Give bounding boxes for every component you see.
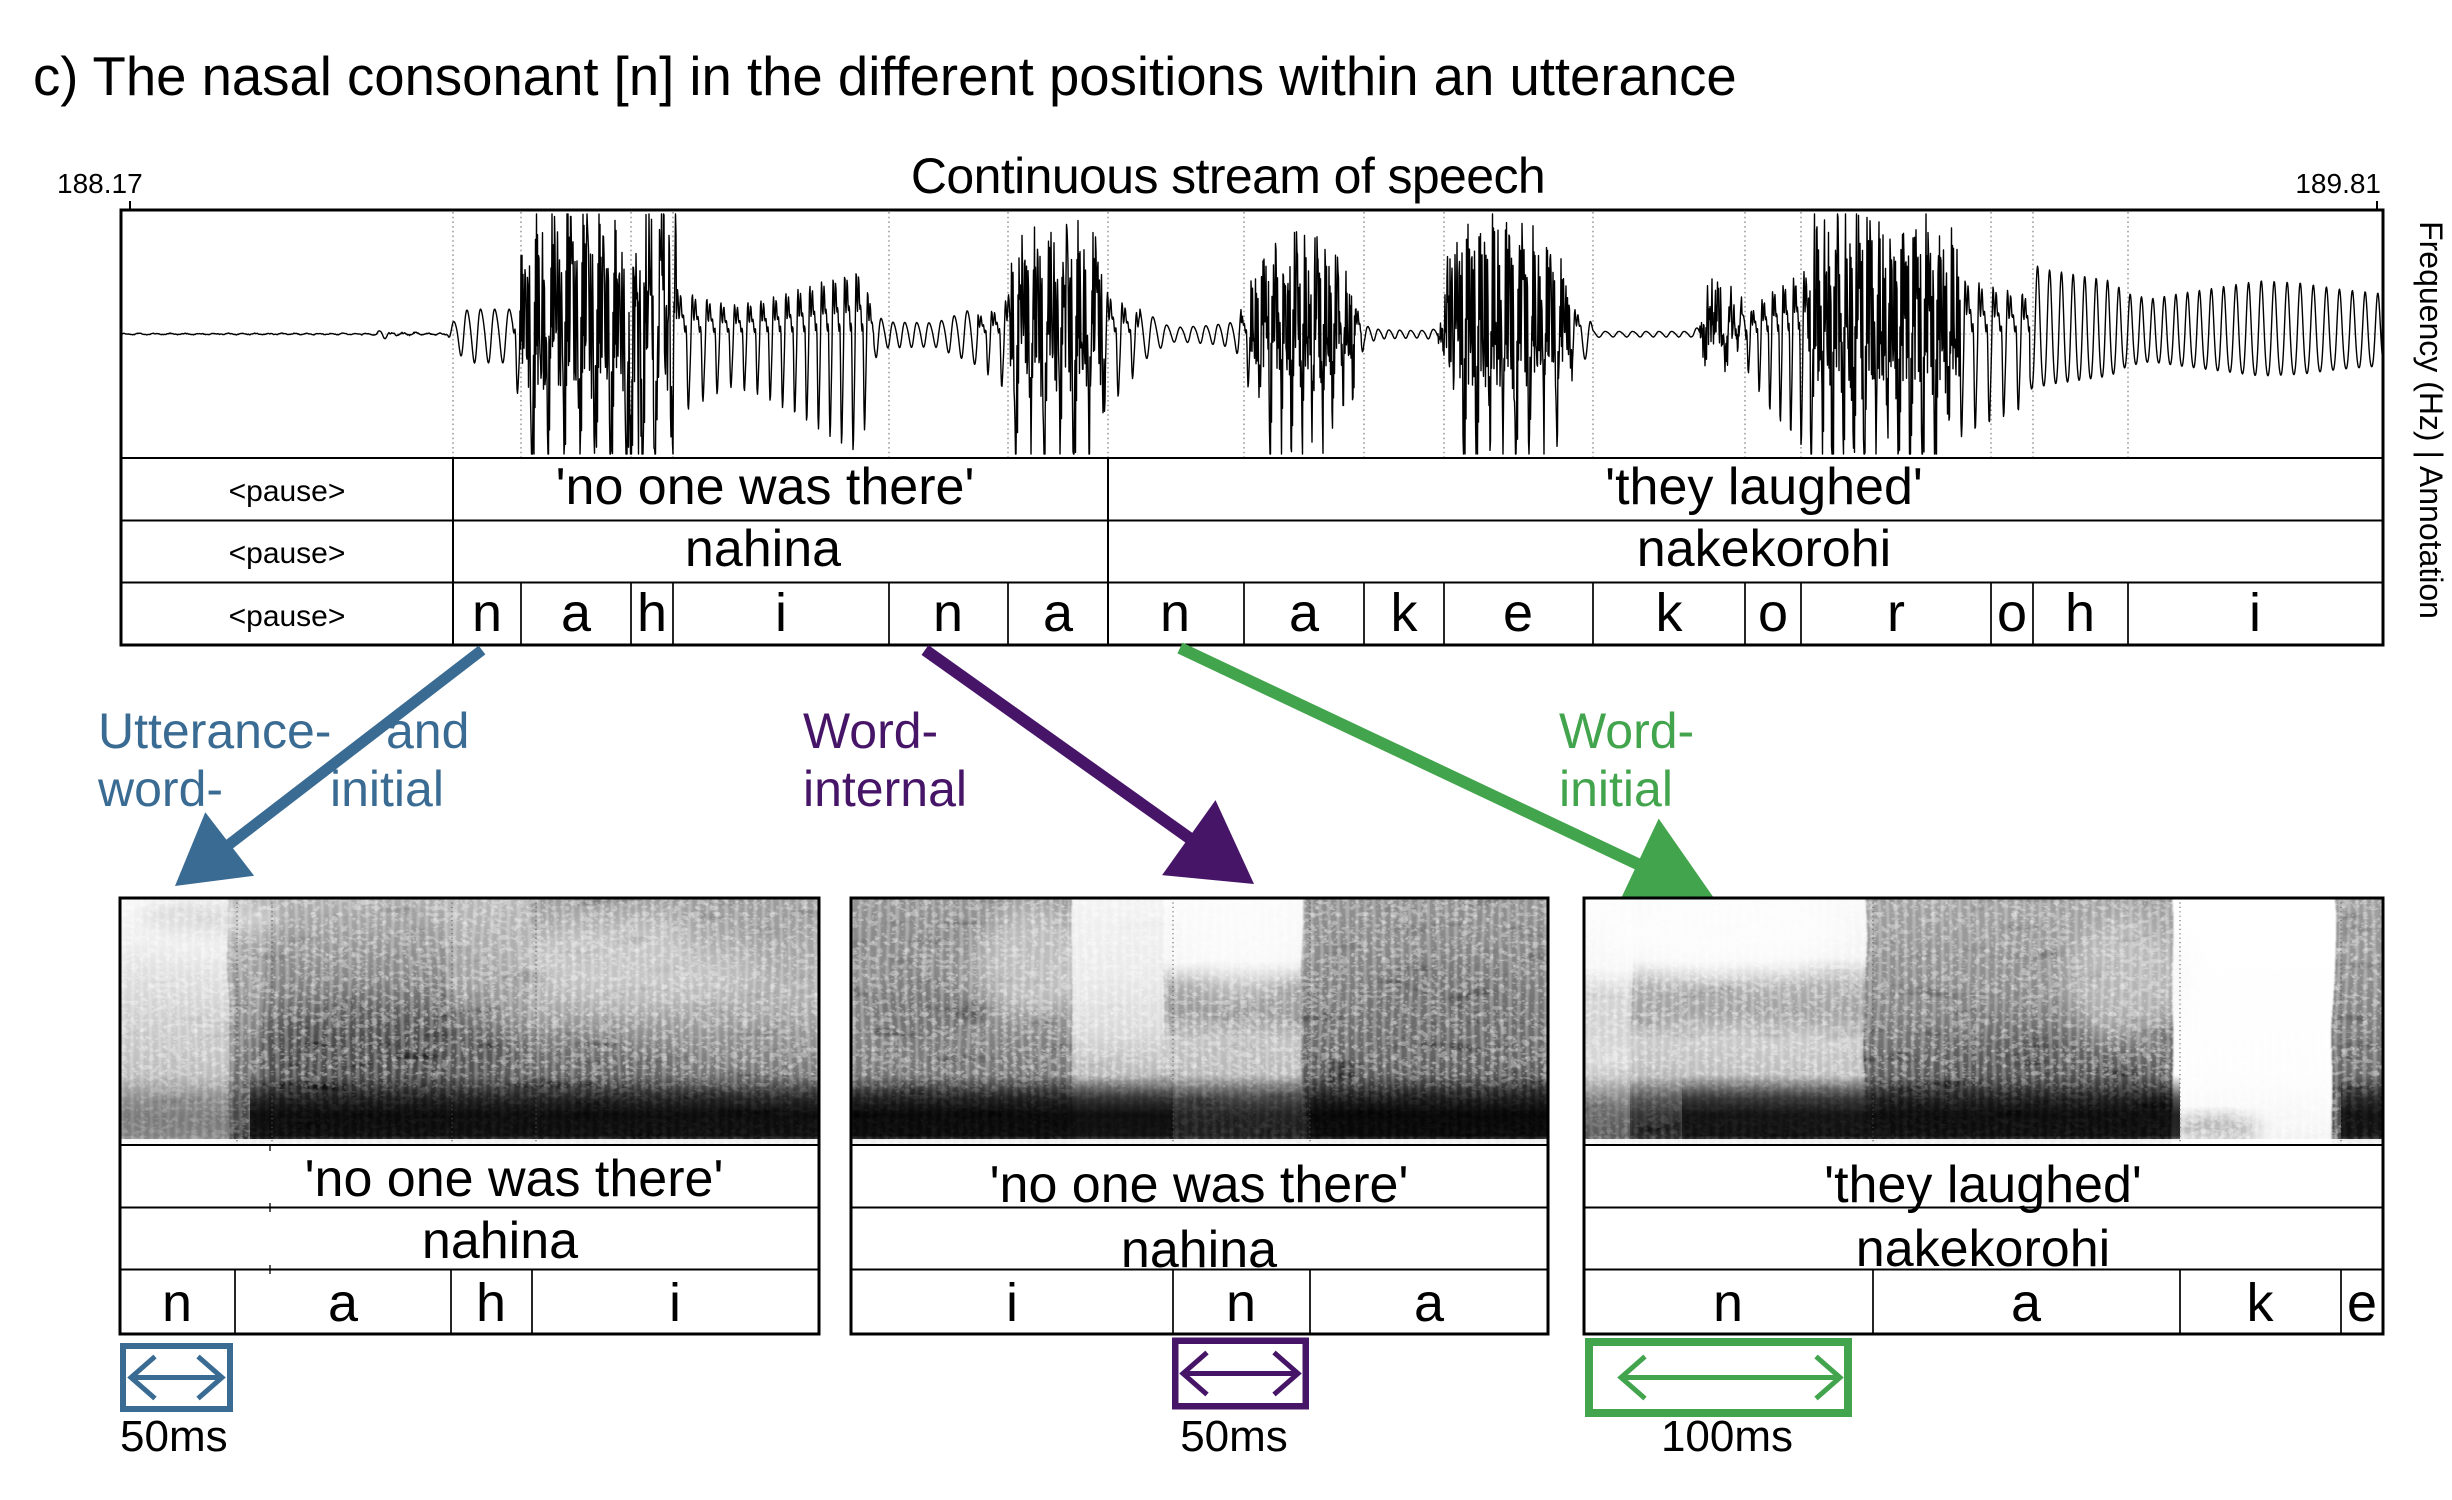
svg-text:h: h bbox=[476, 1273, 506, 1333]
svg-text:o: o bbox=[1758, 583, 1788, 643]
svg-text:i: i bbox=[2249, 583, 2261, 643]
svg-text:k: k bbox=[1391, 583, 1419, 643]
svg-text:n: n bbox=[1713, 1273, 1743, 1333]
svg-text:50ms: 50ms bbox=[1180, 1412, 1288, 1461]
svg-text:internal: internal bbox=[803, 761, 967, 817]
svg-text:a: a bbox=[2011, 1273, 2042, 1333]
svg-text:'they laughed': 'they laughed' bbox=[1605, 458, 1923, 516]
svg-text:a: a bbox=[328, 1273, 359, 1333]
svg-text:50ms: 50ms bbox=[120, 1412, 228, 1461]
svg-text:n: n bbox=[1160, 583, 1190, 643]
svg-text:<pause>: <pause> bbox=[229, 475, 346, 508]
svg-text:n: n bbox=[933, 583, 963, 643]
svg-text:k: k bbox=[1656, 583, 1684, 643]
svg-text:i: i bbox=[669, 1273, 681, 1333]
svg-text:and: and bbox=[386, 703, 469, 759]
svg-text:n: n bbox=[162, 1273, 192, 1333]
svg-text:i: i bbox=[1006, 1273, 1018, 1333]
svg-text:h: h bbox=[637, 583, 667, 643]
svg-text:nakekorohi: nakekorohi bbox=[1637, 520, 1891, 578]
svg-text:c) The nasal consonant [n] in: c) The nasal consonant [n] in the differ… bbox=[33, 46, 1737, 107]
svg-text:nahina: nahina bbox=[1121, 1221, 1277, 1279]
svg-text:o: o bbox=[1997, 583, 2027, 643]
svg-text:a: a bbox=[561, 583, 592, 643]
svg-text:nahina: nahina bbox=[422, 1212, 578, 1270]
svg-text:<pause>: <pause> bbox=[229, 600, 346, 633]
svg-text:Continuous stream of speech: Continuous stream of speech bbox=[911, 148, 1545, 204]
svg-text:'no one was there': 'no one was there' bbox=[305, 1150, 724, 1208]
svg-text:a: a bbox=[1289, 583, 1320, 643]
svg-text:a: a bbox=[1043, 583, 1074, 643]
svg-text:initial: initial bbox=[1559, 761, 1673, 817]
svg-text:Word-: Word- bbox=[1559, 703, 1694, 759]
svg-text:n: n bbox=[472, 583, 502, 643]
svg-text:initial: initial bbox=[330, 761, 444, 817]
svg-text:Utterance-: Utterance- bbox=[98, 703, 331, 759]
svg-text:k: k bbox=[2247, 1273, 2275, 1333]
svg-text:h: h bbox=[2065, 583, 2095, 643]
svg-text:i: i bbox=[775, 583, 787, 643]
svg-text:'they laughed': 'they laughed' bbox=[1824, 1156, 2142, 1214]
svg-text:r: r bbox=[1887, 583, 1905, 643]
svg-text:word-: word- bbox=[97, 761, 223, 817]
svg-text:100ms: 100ms bbox=[1661, 1412, 1793, 1461]
svg-text:'no one was there': 'no one was there' bbox=[990, 1156, 1409, 1214]
svg-text:<pause>: <pause> bbox=[229, 537, 346, 570]
svg-text:e: e bbox=[1503, 583, 1533, 643]
svg-text:n: n bbox=[1226, 1273, 1256, 1333]
svg-text:a: a bbox=[1414, 1273, 1445, 1333]
svg-text:nahina: nahina bbox=[685, 520, 841, 578]
svg-text:Word-: Word- bbox=[803, 703, 938, 759]
svg-text:188.17: 188.17 bbox=[57, 168, 143, 199]
svg-text:nakekorohi: nakekorohi bbox=[1856, 1220, 2110, 1278]
svg-text:'no one was there': 'no one was there' bbox=[556, 458, 975, 516]
svg-text:Frequency (Hz) | Annotation: Frequency (Hz) | Annotation bbox=[2413, 221, 2449, 619]
svg-text:189.81: 189.81 bbox=[2295, 168, 2381, 199]
svg-text:e: e bbox=[2347, 1273, 2377, 1333]
